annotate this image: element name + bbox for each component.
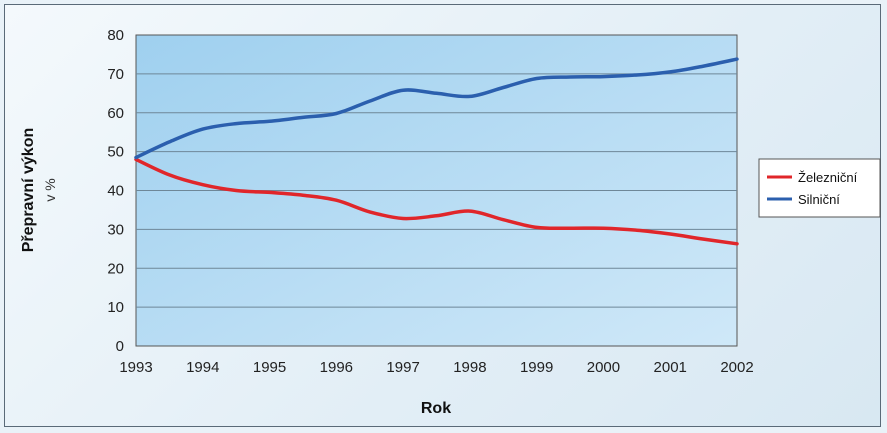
y-tick-label: 40 (107, 183, 124, 200)
x-tick-label: 1995 (253, 359, 286, 376)
x-tick-label: 2001 (654, 359, 687, 376)
y-tick-label: 50 (107, 144, 124, 161)
series-line-silnicni (134, 57, 739, 160)
y-tick-label: 70 (107, 66, 124, 83)
x-tick-label: 2000 (587, 359, 620, 376)
series-line-zeleznicni (134, 157, 739, 246)
x-tick-label: 2002 (720, 359, 753, 376)
y-tick-label: 80 (107, 27, 124, 44)
series-lines (134, 57, 739, 246)
gridlines (136, 73, 737, 308)
x-tick-label: 1996 (320, 359, 353, 376)
y-tick-label: 60 (107, 105, 124, 122)
y-axis-title: Přepravní výkon (20, 128, 37, 253)
legend-label-zeleznicni: Železniční (798, 170, 858, 185)
x-axis-ticks: 1993 1994 1995 1996 1997 1998 1999 2000 2001 2002 (119, 359, 753, 376)
y-axis-unit: v % (42, 178, 58, 201)
y-axis-ticks: 0 10 20 30 40 50 60 70 80 (107, 27, 124, 355)
x-tick-label: 1993 (119, 359, 152, 376)
legend: Železniční Silniční (758, 158, 881, 218)
x-tick-label: 1994 (186, 359, 219, 376)
y-tick-label: 10 (107, 299, 124, 316)
x-tick-label: 1999 (520, 359, 553, 376)
x-tick-label: 1997 (386, 359, 419, 376)
x-axis-title: Rok (421, 400, 451, 417)
x-tick-label: 1998 (453, 359, 486, 376)
y-tick-label: 30 (107, 221, 124, 238)
legend-label-silnicni: Silniční (798, 192, 840, 207)
legend-box (758, 158, 881, 218)
y-tick-label: 0 (116, 338, 124, 355)
y-tick-label: 20 (107, 260, 124, 277)
